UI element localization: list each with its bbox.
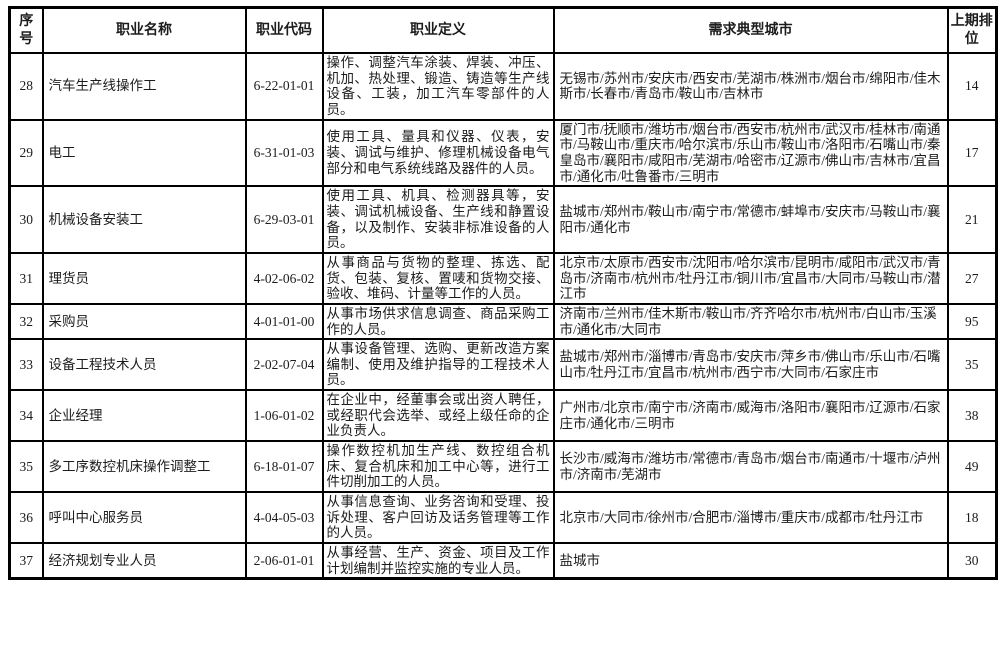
cell-occupation-code: 6-31-01-03 bbox=[244, 118, 324, 188]
cell-occupation-code: 4-02-06-02 bbox=[244, 251, 324, 305]
cell-serial-number: 36 bbox=[8, 491, 44, 545]
cell-previous-rank: 30 bbox=[946, 542, 998, 580]
cell-previous-rank: 14 bbox=[946, 52, 998, 121]
cell-demand-cities: 盐城市/郑州市/鞍山市/南宁市/常德市/蚌埠市/安庆市/马鞍山市/襄阳市/通化市 bbox=[552, 185, 949, 254]
cell-occupation-name: 设备工程技术人员 bbox=[41, 338, 247, 392]
cell-previous-rank: 21 bbox=[946, 185, 998, 254]
table-row: 35 多工序数控机床操作调整工 6-18-01-07 操作数控机加生产线、数控组… bbox=[8, 440, 998, 494]
cell-occupation-name: 汽车生产线操作工 bbox=[41, 52, 247, 121]
cell-serial-number: 29 bbox=[8, 118, 44, 188]
occupation-demand-table: 序号 职业名称 职业代码 职业定义 需求典型城市 上期排位 28 汽车生产线操作… bbox=[8, 6, 998, 581]
cell-occupation-definition: 使用工具、量具和仪器、仪表，安装、调试与维护、修理机械设备电气部分和电气系统线路… bbox=[321, 118, 555, 188]
table-row: 28 汽车生产线操作工 6-22-01-01 操作、调整汽车涂装、焊装、冲压、机… bbox=[8, 52, 998, 121]
cell-demand-cities: 广州市/北京市/南宁市/济南市/威海市/洛阳市/襄阳市/辽源市/石家庄市/通化市… bbox=[552, 389, 949, 443]
cell-previous-rank: 17 bbox=[946, 118, 998, 188]
cell-occupation-definition: 从事设备管理、选购、更新改造方案编制、使用及维护指导的工程技术人员。 bbox=[321, 338, 555, 392]
table-row: 32 采购员 4-01-01-00 从事市场供求信息调查、商品采购工作的人员。 … bbox=[8, 302, 998, 341]
cell-occupation-definition: 操作数控机加生产线、数控组合机床、复合机床和加工中心等，进行工件切削加工的人员。 bbox=[321, 440, 555, 494]
cell-previous-rank: 95 bbox=[946, 302, 998, 341]
cell-occupation-definition: 从事市场供求信息调查、商品采购工作的人员。 bbox=[321, 302, 555, 341]
table-body: 28 汽车生产线操作工 6-22-01-01 操作、调整汽车涂装、焊装、冲压、机… bbox=[8, 52, 998, 580]
cell-occupation-name: 呼叫中心服务员 bbox=[41, 491, 247, 545]
table-row: 31 理货员 4-02-06-02 从事商品与货物的整理、拣选、配货、包装、复核… bbox=[8, 251, 998, 305]
cell-occupation-code: 2-06-01-01 bbox=[244, 542, 324, 580]
cell-serial-number: 30 bbox=[8, 185, 44, 254]
table-row: 29 电工 6-31-01-03 使用工具、量具和仪器、仪表，安装、调试与维护、… bbox=[8, 118, 998, 188]
cell-occupation-name: 企业经理 bbox=[41, 389, 247, 443]
cell-occupation-name: 采购员 bbox=[41, 302, 247, 341]
cell-occupation-code: 4-01-01-00 bbox=[244, 302, 324, 341]
cell-demand-cities: 厦门市/抚顺市/潍坊市/烟台市/西安市/杭州市/武汉市/桂林市/南通市/马鞍山市… bbox=[552, 118, 949, 188]
cell-occupation-code: 6-18-01-07 bbox=[244, 440, 324, 494]
cell-demand-cities: 济南市/兰州市/佳木斯市/鞍山市/齐齐哈尔市/杭州市/白山市/玉溪市/通化市/大… bbox=[552, 302, 949, 341]
cell-previous-rank: 27 bbox=[946, 251, 998, 305]
cell-occupation-code: 4-04-05-03 bbox=[244, 491, 324, 545]
table-row: 34 企业经理 1-06-01-02 在企业中，经董事会或出资人聘任，或经职代会… bbox=[8, 389, 998, 443]
cell-demand-cities: 盐城市/郑州市/淄博市/青岛市/安庆市/萍乡市/佛山市/乐山市/石嘴山市/牡丹江… bbox=[552, 338, 949, 392]
table-row: 30 机械设备安装工 6-29-03-01 使用工具、机具、检测器具等，安装、调… bbox=[8, 185, 998, 254]
cell-occupation-definition: 从事信息查询、业务咨询和受理、投诉处理、客户回访及话务管理等工作的人员。 bbox=[321, 491, 555, 545]
cell-previous-rank: 38 bbox=[946, 389, 998, 443]
cell-serial-number: 35 bbox=[8, 440, 44, 494]
header-row: 序号 职业名称 职业代码 职业定义 需求典型城市 上期排位 bbox=[8, 6, 998, 54]
cell-previous-rank: 49 bbox=[946, 440, 998, 494]
cell-demand-cities: 盐城市 bbox=[552, 542, 949, 580]
header-occupation-code: 职业代码 bbox=[244, 6, 324, 54]
cell-occupation-name: 理货员 bbox=[41, 251, 247, 305]
cell-occupation-code: 6-29-03-01 bbox=[244, 185, 324, 254]
cell-occupation-code: 2-02-07-04 bbox=[244, 338, 324, 392]
cell-serial-number: 37 bbox=[8, 542, 44, 580]
cell-occupation-name: 电工 bbox=[41, 118, 247, 188]
cell-occupation-code: 1-06-01-02 bbox=[244, 389, 324, 443]
cell-serial-number: 33 bbox=[8, 338, 44, 392]
table-row: 33 设备工程技术人员 2-02-07-04 从事设备管理、选购、更新改造方案编… bbox=[8, 338, 998, 392]
header-occupation-name: 职业名称 bbox=[41, 6, 247, 54]
cell-occupation-definition: 从事商品与货物的整理、拣选、配货、包装、复核、置唛和货物交接、验收、堆码、计量等… bbox=[321, 251, 555, 305]
header-serial-number: 序号 bbox=[8, 6, 44, 54]
table-row: 37 经济规划专业人员 2-06-01-01 从事经营、生产、资金、项目及工作计… bbox=[8, 542, 998, 580]
cell-occupation-definition: 在企业中，经董事会或出资人聘任，或经职代会选举、或经上级任命的企业负责人。 bbox=[321, 389, 555, 443]
cell-occupation-definition: 从事经营、生产、资金、项目及工作计划编制并监控实施的专业人员。 bbox=[321, 542, 555, 580]
cell-serial-number: 34 bbox=[8, 389, 44, 443]
header-occupation-definition: 职业定义 bbox=[321, 6, 555, 54]
table-row: 36 呼叫中心服务员 4-04-05-03 从事信息查询、业务咨询和受理、投诉处… bbox=[8, 491, 998, 545]
header-demand-cities: 需求典型城市 bbox=[552, 6, 949, 54]
cell-occupation-name: 机械设备安装工 bbox=[41, 185, 247, 254]
cell-demand-cities: 北京市/太原市/西安市/沈阳市/哈尔滨市/昆明市/咸阳市/武汉市/青岛市/济南市… bbox=[552, 251, 949, 305]
cell-serial-number: 31 bbox=[8, 251, 44, 305]
cell-occupation-definition: 操作、调整汽车涂装、焊装、冲压、机加、热处理、锻造、铸造等生产线设备、工装，加工… bbox=[321, 52, 555, 121]
header-previous-rank: 上期排位 bbox=[946, 6, 998, 54]
cell-demand-cities: 无锡市/苏州市/安庆市/西安市/芜湖市/株洲市/烟台市/绵阳市/佳木斯市/长春市… bbox=[552, 52, 949, 121]
cell-previous-rank: 35 bbox=[946, 338, 998, 392]
cell-serial-number: 32 bbox=[8, 302, 44, 341]
cell-occupation-definition: 使用工具、机具、检测器具等，安装、调试机械设备、生产线和静置设备，以及制作、安装… bbox=[321, 185, 555, 254]
cell-serial-number: 28 bbox=[8, 52, 44, 121]
cell-occupation-name: 经济规划专业人员 bbox=[41, 542, 247, 580]
cell-occupation-code: 6-22-01-01 bbox=[244, 52, 324, 121]
cell-occupation-name: 多工序数控机床操作调整工 bbox=[41, 440, 247, 494]
cell-previous-rank: 18 bbox=[946, 491, 998, 545]
cell-demand-cities: 北京市/大同市/徐州市/合肥市/淄博市/重庆市/成都市/牡丹江市 bbox=[552, 491, 949, 545]
cell-demand-cities: 长沙市/威海市/潍坊市/常德市/青岛市/烟台市/南通市/十堰市/泸州市/济南市/… bbox=[552, 440, 949, 494]
